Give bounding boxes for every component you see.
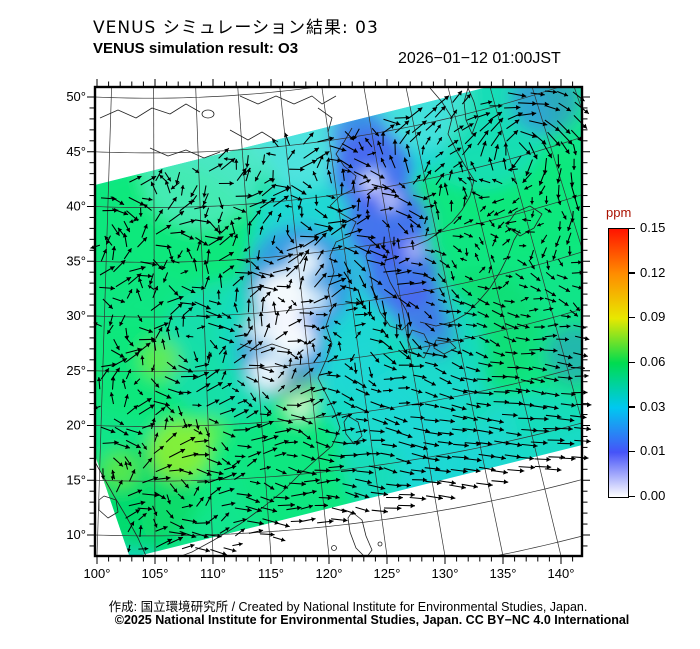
map-frame bbox=[93, 85, 584, 558]
lat-tick-label: 10° bbox=[66, 527, 86, 542]
colorbar-tick-label: 0.12 bbox=[640, 264, 666, 280]
colorbar-gradient bbox=[608, 228, 629, 498]
page-title-english: VENUS simulation result: O3 bbox=[93, 40, 299, 57]
copyright-line: ©2025 National Institute for Environment… bbox=[114, 613, 630, 627]
lat-tick-label: 35° bbox=[66, 253, 86, 268]
colorbar-tick-label: 0.06 bbox=[640, 354, 666, 369]
lon-tick-label: 135° bbox=[490, 566, 517, 581]
colorbar-tick-label: 0.15 bbox=[640, 220, 666, 235]
wind-arrow-shafts bbox=[90, 90, 592, 556]
colorbar-tick-mark bbox=[628, 406, 635, 408]
colorbar-tick-label: 0.09 bbox=[640, 309, 666, 325]
page-title-japanese: VENUS シミュレーション結果: 03 bbox=[93, 18, 379, 38]
colorbar-tick-mark bbox=[628, 495, 635, 497]
lon-tick-label: 120° bbox=[316, 566, 343, 581]
lon-tick-label: 140° bbox=[548, 566, 575, 581]
colorbar-unit-label: ppm bbox=[606, 205, 632, 220]
colorbar: ppm 0.15 0.12 0.09 0.06 0.03 0.01 0.00 bbox=[598, 205, 698, 515]
lat-tick-label: 30° bbox=[66, 308, 86, 323]
lon-tick-label: 110° bbox=[200, 566, 226, 581]
colorbar-tick-mark bbox=[628, 361, 635, 363]
colorbar-tick-mark bbox=[628, 450, 635, 453]
lon-tick-label: 130° bbox=[432, 566, 459, 581]
colorbar-tick-mark bbox=[628, 316, 635, 319]
colorbar-tick-label: 0.03 bbox=[640, 398, 666, 414]
graticule bbox=[95, 87, 582, 556]
wind-vector-arrows bbox=[90, 89, 592, 556]
lat-tick-label: 40° bbox=[66, 199, 86, 214]
axis-labels: 100° 105° 110° 115° 120° 125° 130° 135° 140° 50° 4… bbox=[66, 89, 574, 581]
colorbar-tick-mark bbox=[628, 272, 635, 274]
lat-tick-label: 50° bbox=[66, 89, 86, 104]
colorbar-tick-label: 0.01 bbox=[640, 443, 666, 459]
colorbar-tick-label: 0.00 bbox=[640, 488, 666, 503]
lat-tick-label: 45° bbox=[66, 144, 86, 159]
axis-tick-marks bbox=[87, 79, 590, 564]
timestamp: 2026−01−12 01:00JST bbox=[398, 50, 561, 67]
lat-tick-label: 25° bbox=[66, 363, 86, 378]
attribution-line: 作成: 国立環境研究所 / Created by National Instit… bbox=[108, 600, 588, 614]
lon-tick-label: 125° bbox=[374, 566, 401, 581]
lon-tick-label: 105° bbox=[142, 566, 169, 581]
lon-tick-label: 100° bbox=[84, 566, 111, 581]
lat-tick-label: 15° bbox=[66, 472, 86, 487]
lon-tick-label: 115° bbox=[258, 566, 284, 581]
colorbar-tick-mark bbox=[628, 227, 635, 229]
lat-tick-label: 20° bbox=[66, 418, 86, 433]
